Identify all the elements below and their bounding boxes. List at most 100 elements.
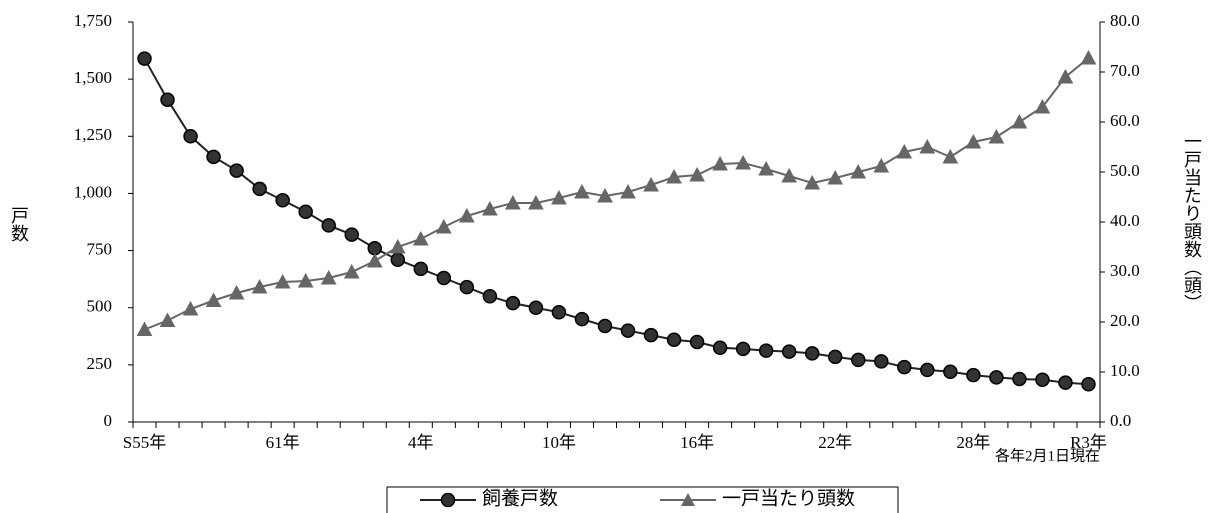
- data-point: [689, 166, 705, 182]
- series-line: [144, 57, 1090, 331]
- data-point: [643, 327, 659, 343]
- data-point: [758, 343, 774, 358]
- y2-tick-label: 40.0: [1110, 211, 1140, 230]
- data-point: [137, 51, 152, 66]
- data-point: [275, 193, 290, 208]
- data-point: [943, 364, 958, 379]
- y-tick-label: 750: [87, 239, 113, 258]
- annotation: 各年2月1日現在: [995, 447, 1100, 464]
- data-point: [1035, 372, 1050, 387]
- data-point: [897, 359, 912, 375]
- x-tick-label: 16年: [680, 433, 714, 452]
- x-tick-label: 22年: [818, 433, 852, 452]
- data-point: [620, 323, 636, 338]
- y2-tick-label: 70.0: [1110, 61, 1140, 80]
- data-point: [183, 129, 198, 144]
- data-point: [528, 300, 544, 315]
- data-point: [666, 332, 682, 347]
- y-tick-label: 1,750: [74, 11, 112, 30]
- data-point: [873, 157, 890, 173]
- data-point: [274, 273, 291, 289]
- x-tick-label: S55年: [123, 433, 166, 452]
- data-point: [851, 352, 866, 368]
- data-point: [827, 349, 843, 365]
- data-point: [1081, 377, 1096, 392]
- data-point: [965, 133, 982, 149]
- data-point: [896, 143, 913, 159]
- data-point: [229, 163, 244, 178]
- y2-tick-label: 30.0: [1110, 261, 1140, 280]
- data-point: [389, 238, 406, 254]
- legend-marker: [681, 493, 695, 506]
- data-point: [297, 272, 314, 288]
- y-tick-label: 1,250: [74, 125, 112, 144]
- data-point: [366, 252, 383, 268]
- data-point: [574, 183, 590, 199]
- data-point: [321, 218, 336, 233]
- data-point: [344, 227, 359, 242]
- data-point: [712, 155, 728, 171]
- legend-marker: [440, 492, 456, 508]
- data-point: [850, 163, 867, 179]
- data-point: [505, 194, 521, 210]
- data-point: [966, 367, 981, 383]
- data-point: [920, 362, 935, 378]
- x-tick-label: 61年: [266, 433, 300, 452]
- y-tick-label: 1,500: [74, 68, 112, 87]
- data-point: [459, 279, 475, 295]
- data-point: [159, 312, 176, 327]
- data-point: [412, 230, 429, 246]
- data-point: [1012, 371, 1027, 387]
- y2-tick-label: 60.0: [1110, 111, 1140, 130]
- data-point: [390, 252, 406, 267]
- data-point: [827, 169, 844, 185]
- data-point: [298, 204, 313, 219]
- data-point: [758, 160, 774, 176]
- y-axis-label: 戸数: [9, 206, 29, 242]
- y2-tick-label: 80.0: [1110, 11, 1140, 30]
- y2-axis-label: 一戸当たり頭数（頭）: [1182, 132, 1202, 312]
- data-point: [459, 207, 475, 223]
- y-tick-label: 0: [104, 411, 113, 430]
- y-tick-label: 1,000: [74, 182, 112, 201]
- data-point: [919, 138, 936, 154]
- data-point: [206, 149, 221, 165]
- data-point: [804, 174, 821, 190]
- data-point: [320, 269, 337, 285]
- data-point: [781, 344, 797, 359]
- data-point: [988, 128, 1005, 144]
- x-tick-label: 28年: [956, 433, 990, 452]
- data-point: [551, 189, 567, 205]
- data-point: [551, 305, 567, 320]
- data-point: [505, 295, 521, 311]
- data-point: [367, 241, 382, 256]
- data-point: [989, 370, 1004, 385]
- data-point: [689, 334, 705, 350]
- data-point: [228, 284, 245, 300]
- data-point: [1034, 98, 1051, 114]
- data-point: [413, 261, 429, 277]
- y-tick-label: 500: [87, 297, 113, 316]
- data-point: [1058, 375, 1073, 390]
- x-tick-label: R3年: [1070, 433, 1107, 452]
- data-point: [804, 346, 820, 361]
- data-point: [735, 341, 751, 357]
- data-point: [482, 289, 498, 304]
- y2-tick-label: 10.0: [1110, 361, 1140, 380]
- data-point: [182, 300, 199, 316]
- y2-tick-label: 0.0: [1110, 411, 1131, 430]
- y-tick-label: 250: [87, 354, 113, 373]
- series-line: [143, 58, 1089, 386]
- legend-label: 飼養戸数: [482, 487, 558, 509]
- data-point: [1080, 49, 1097, 65]
- data-point: [666, 168, 682, 184]
- legend-label: 一戸当たり頭数: [722, 487, 855, 509]
- data-point: [136, 321, 153, 336]
- data-point: [435, 218, 452, 234]
- data-point: [205, 292, 222, 307]
- data-point: [574, 311, 590, 327]
- data-point: [597, 187, 613, 203]
- data-point: [251, 278, 268, 294]
- data-point: [1011, 113, 1028, 129]
